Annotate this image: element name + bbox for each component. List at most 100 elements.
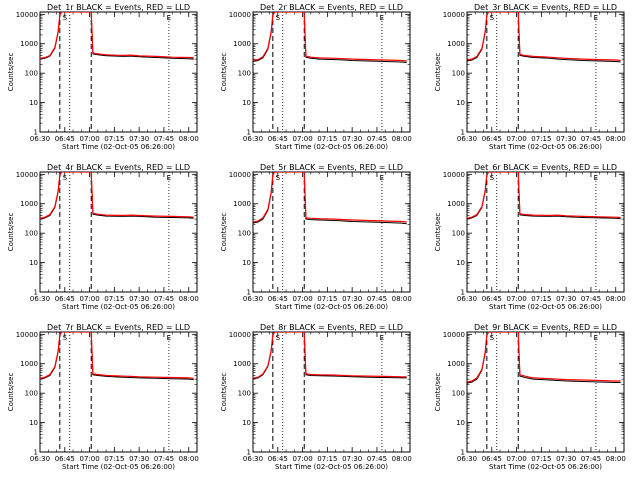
marker-label-s: S: [490, 334, 495, 342]
marker-label-s: S: [276, 174, 281, 182]
y-tick-label: 10: [242, 419, 251, 427]
x-axis-label: Start Time (02-Oct-05 06:26:00): [275, 143, 388, 151]
y-tick-label: 10: [242, 99, 251, 107]
x-axis-label: Start Time (02-Oct-05 06:26:00): [62, 143, 175, 151]
marker-label-s: S: [63, 14, 68, 22]
x-tick-label: 07:45: [367, 135, 387, 143]
marker-label-e: E: [380, 174, 384, 182]
x-tick-label: 07:15: [531, 295, 551, 303]
y-tick-label: 100: [452, 230, 465, 238]
marker-label-s: S: [63, 174, 68, 182]
y-tick-label: 100: [25, 230, 38, 238]
x-tick-label: 06:30: [457, 295, 477, 303]
y-tick-label: 10: [29, 259, 38, 267]
plot-area: [253, 12, 407, 63]
y-axis-label: Counts/sec: [220, 53, 228, 92]
panel-title: Det_5r BLACK = Events, RED = LLD: [260, 163, 403, 172]
y-tick-label: 1000: [20, 360, 38, 368]
x-tick-label: 06:45: [268, 295, 288, 303]
y-axis-label: Counts/sec: [7, 373, 15, 412]
x-tick-label: 06:45: [482, 135, 502, 143]
marker-label-s: S: [490, 14, 495, 22]
x-tick-label: 07:30: [129, 455, 149, 463]
x-tick-label: 06:45: [268, 455, 288, 463]
y-tick-label: 1: [34, 449, 38, 457]
panel-4: Det_4r BLACK = Events, RED = LLD 1 10 100 10…: [7, 163, 199, 311]
x-tick-label: 07:45: [581, 455, 601, 463]
x-tick-label: 07:30: [342, 135, 362, 143]
x-tick-label: 07:30: [129, 135, 149, 143]
x-tick-label: 07:00: [292, 135, 312, 143]
panel-3: Det_3r BLACK = Events, RED = LLD 1 10 100 10…: [434, 3, 626, 151]
panel-title: Det_6r BLACK = Events, RED = LLD: [474, 163, 617, 172]
series-line-lld: [467, 332, 621, 383]
x-tick-label: 06:45: [55, 295, 75, 303]
plot-frame: [39, 11, 198, 133]
x-tick-label: 07:00: [79, 295, 99, 303]
marker-label-e: E: [594, 334, 598, 342]
y-tick-label: 10000: [16, 11, 38, 19]
x-tick-label: 06:30: [30, 455, 50, 463]
x-tick-label: 07:45: [154, 455, 174, 463]
panel-title: Det_2r BLACK = Events, RED = LLD: [260, 3, 403, 12]
y-tick-label: 1: [247, 449, 251, 457]
x-tick-label: 06:45: [55, 135, 75, 143]
y-tick-label: 100: [238, 390, 251, 398]
y-tick-label: 1000: [447, 200, 465, 208]
y-tick-label: 1: [247, 289, 251, 297]
y-tick-label: 10000: [229, 331, 251, 339]
y-tick-label: 10: [29, 419, 38, 427]
marker-label-e: E: [167, 174, 171, 182]
x-tick-label: 08:00: [392, 135, 412, 143]
x-tick-label: 06:45: [268, 135, 288, 143]
y-tick-label: 100: [25, 70, 38, 78]
y-tick-label: 1: [34, 289, 38, 297]
panel-title: Det_4r BLACK = Events, RED = LLD: [47, 163, 190, 172]
y-tick-label: 100: [452, 390, 465, 398]
plot-area: [467, 12, 621, 63]
plot-area: [253, 332, 407, 380]
y-tick-label: 10000: [443, 171, 465, 179]
x-axis-label: Start Time (02-Oct-05 06:26:00): [275, 463, 388, 471]
plot-area: [40, 12, 194, 60]
y-tick-label: 10000: [229, 171, 251, 179]
x-tick-label: 07:00: [292, 455, 312, 463]
x-axis-label: Start Time (02-Oct-05 06:26:00): [489, 463, 602, 471]
y-tick-label: 1: [461, 449, 465, 457]
x-tick-label: 07:15: [104, 135, 124, 143]
y-axis-label: Counts/sec: [434, 53, 442, 92]
x-tick-label: 08:00: [606, 295, 626, 303]
y-tick-label: 1000: [20, 200, 38, 208]
plot-frame: [252, 171, 411, 293]
x-tick-label: 07:30: [556, 295, 576, 303]
y-tick-label: 10000: [443, 331, 465, 339]
x-tick-label: 06:30: [243, 295, 263, 303]
panel-8: Det_8r BLACK = Events, RED = LLD 1 10 100 10…: [220, 323, 412, 471]
y-tick-label: 10: [456, 419, 465, 427]
x-axis-label: Start Time (02-Oct-05 06:26:00): [489, 143, 602, 151]
series-line-lld: [40, 12, 194, 59]
y-axis-label: Counts/sec: [7, 53, 15, 92]
x-tick-label: 07:30: [129, 295, 149, 303]
panel-9: Det_9r BLACK = Events, RED = LLD 1 10 100 10…: [434, 323, 626, 471]
y-axis-label: Counts/sec: [220, 373, 228, 412]
x-tick-label: 07:30: [342, 295, 362, 303]
y-axis-label: Counts/sec: [220, 213, 228, 252]
x-tick-label: 06:30: [30, 135, 50, 143]
marker-label-e: E: [594, 14, 598, 22]
x-axis-label: Start Time (02-Oct-05 06:26:00): [62, 303, 175, 311]
marker-label-s: S: [276, 334, 281, 342]
x-axis-label: Start Time (02-Oct-05 06:26:00): [489, 303, 602, 311]
y-tick-label: 1: [247, 129, 251, 137]
x-tick-label: 08:00: [606, 135, 626, 143]
x-tick-label: 06:30: [457, 135, 477, 143]
plot-area: [253, 172, 407, 225]
marker-label-e: E: [167, 334, 171, 342]
plot-area: [40, 172, 194, 220]
x-tick-label: 07:45: [154, 295, 174, 303]
panel-7: Det_7r BLACK = Events, RED = LLD 1 10 100 10…: [7, 323, 199, 471]
y-tick-label: 100: [452, 70, 465, 78]
panel-title: Det_3r BLACK = Events, RED = LLD: [474, 3, 617, 12]
marker-label-e: E: [167, 14, 171, 22]
